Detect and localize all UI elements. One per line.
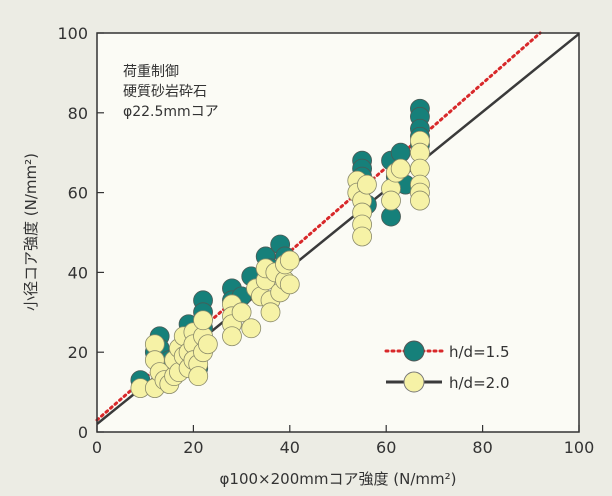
y-tick-label: 0 (78, 423, 88, 442)
data-point (357, 174, 377, 195)
y-tick-label: 20 (68, 343, 88, 362)
legend-marker-hd15 (403, 340, 425, 362)
x-tick-label: 40 (280, 438, 300, 457)
data-point (390, 158, 411, 179)
x-axis-label: φ100×200mmコア強度 (N/mm²) (220, 470, 457, 488)
x-tick-labels: 0 20 40 60 80 100 (92, 438, 594, 457)
annotation: 荷重制御 硬質砂岩砕石 φ22.5mmコア (123, 64, 219, 120)
plot-frame (96, 32, 580, 433)
y-tick-label: 60 (68, 184, 88, 203)
x-tick-label: 20 (183, 438, 203, 457)
series-1-points (130, 130, 430, 399)
x-tick-label: 100 (564, 438, 595, 457)
annotation-line-3: φ22.5mmコア (123, 104, 219, 120)
y-tick-label: 100 (57, 24, 88, 43)
data-point (279, 250, 300, 271)
data-point (260, 302, 281, 323)
x-tick-label: 0 (92, 438, 102, 457)
axis-ticks (96, 32, 580, 433)
legend-marker-hd20 (403, 371, 425, 393)
x-tick-label: 80 (472, 438, 492, 457)
legend-label-hd15: h/d=1.5 (449, 343, 510, 361)
legend: h/d=1.5 h/d=2.0 (384, 340, 510, 393)
data-point (410, 190, 430, 211)
y-tick-label: 80 (68, 104, 88, 123)
data-point (197, 334, 218, 355)
y-tick-label: 40 (68, 263, 88, 282)
annotation-line-2: 硬質砂岩砕石 (123, 84, 207, 100)
y-tick-labels: 0 20 40 60 80 100 (57, 24, 88, 442)
data-point (381, 190, 401, 211)
x-tick-label: 60 (376, 438, 396, 457)
data-points (130, 98, 430, 399)
data-point (188, 366, 209, 387)
data-point (193, 310, 213, 331)
data-point (222, 326, 242, 347)
data-point (352, 226, 373, 247)
annotation-line-1: 荷重制御 (123, 64, 179, 80)
legend-item-hd20: h/d=2.0 (386, 371, 510, 393)
y-axis-label: 小径コア強度 (N/mm²) (22, 153, 40, 311)
legend-label-hd20: h/d=2.0 (449, 374, 510, 392)
data-point (241, 318, 262, 339)
data-point (231, 302, 252, 323)
legend-item-hd15: h/d=1.5 (384, 340, 510, 362)
data-point (279, 274, 300, 295)
